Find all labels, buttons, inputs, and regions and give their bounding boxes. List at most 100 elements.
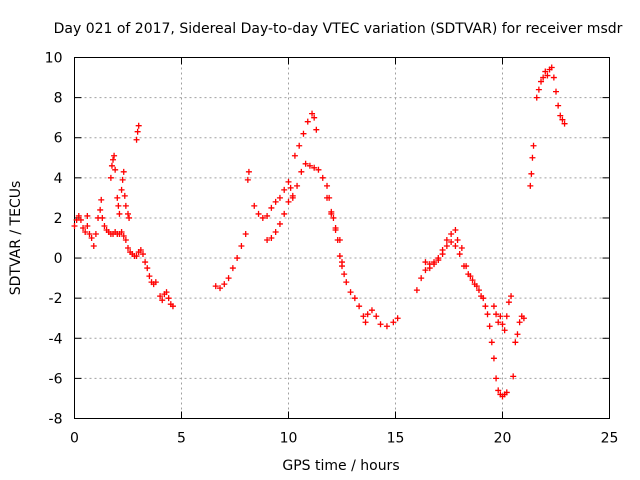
data-point: [163, 289, 170, 296]
y-tick-label: 0: [54, 251, 63, 267]
data-point: [326, 194, 333, 201]
series-segment-3: [212, 110, 320, 292]
data-point: [362, 319, 369, 326]
data-point: [482, 303, 489, 310]
data-point: [313, 126, 320, 133]
data-point: [510, 373, 517, 380]
y-tick-label: 2: [54, 211, 63, 227]
data-point: [287, 184, 294, 191]
y-tick-label: 8: [54, 91, 63, 107]
x-tick-label: 0: [70, 431, 79, 447]
data-point: [343, 279, 350, 286]
data-point: [360, 313, 367, 320]
y-tick-label: -8: [49, 412, 63, 428]
data-point: [319, 174, 326, 181]
data-point: [77, 216, 84, 223]
data-point: [125, 210, 131, 217]
data-point: [281, 186, 288, 193]
x-tick-label: 25: [601, 431, 619, 447]
plot-frame: [74, 57, 610, 419]
data-point: [217, 285, 224, 292]
data-point: [101, 222, 108, 229]
x-tick-label: 10: [280, 431, 298, 447]
series-segment-4: [413, 239, 510, 400]
data-point: [456, 251, 463, 258]
data-point: [121, 192, 128, 199]
data-point: [126, 214, 133, 221]
data-point: [120, 232, 127, 239]
data-point: [542, 68, 549, 75]
data-point: [245, 168, 252, 175]
data-point: [364, 311, 371, 318]
data-point: [291, 152, 298, 159]
series-segment-2: [157, 289, 176, 310]
data-point: [300, 130, 307, 137]
data-point: [97, 206, 104, 213]
data-point: [431, 261, 438, 268]
data-point: [530, 142, 537, 149]
data-point: [302, 160, 309, 167]
data-point: [484, 311, 491, 318]
y-tick-label: -2: [49, 291, 63, 307]
data-point: [152, 279, 159, 286]
data-point: [373, 313, 380, 320]
data-point: [533, 94, 540, 101]
data-point: [122, 202, 129, 209]
data-point: [557, 112, 564, 119]
data-point: [544, 72, 551, 79]
data-point: [454, 237, 461, 244]
data-point: [503, 389, 510, 396]
data-point: [495, 319, 502, 326]
data-point: [281, 210, 288, 217]
data-point: [238, 243, 245, 250]
data-point: [285, 198, 292, 205]
data-point: [146, 273, 153, 280]
x-axis-label: GPS time / hours: [282, 458, 399, 474]
data-point: [555, 102, 562, 109]
data-point: [535, 86, 542, 93]
data-point: [548, 64, 555, 71]
data-point: [306, 162, 313, 169]
data-point: [413, 287, 420, 294]
data-point: [463, 263, 470, 270]
data-point: [520, 315, 527, 322]
data-point: [84, 212, 91, 219]
data-point: [115, 202, 122, 209]
data-point: [144, 265, 151, 272]
chart-title: Day 021 of 2017, Sidereal Day-to-day VTE…: [54, 21, 623, 37]
data-point: [120, 168, 127, 175]
data-point: [71, 222, 78, 229]
series-segment-4-upper: [422, 226, 491, 318]
data-point: [559, 116, 566, 123]
data-point: [110, 156, 117, 163]
data-point: [490, 355, 497, 362]
data-point: [332, 226, 339, 233]
data-point: [99, 214, 106, 221]
data-point: [529, 154, 536, 161]
data-point: [493, 311, 500, 318]
data-point: [92, 230, 99, 237]
data-point: [244, 176, 251, 183]
data-point: [294, 182, 301, 189]
data-point: [108, 162, 115, 169]
data-point: [383, 323, 390, 330]
data-point: [394, 315, 401, 322]
y-tick-label: 10: [45, 51, 63, 67]
data-point: [212, 283, 219, 290]
data-point: [82, 228, 89, 235]
y-tick-label: 6: [54, 131, 63, 147]
data-point: [107, 174, 114, 181]
data-point: [328, 208, 335, 215]
data-point: [264, 237, 271, 244]
data-point: [435, 255, 442, 262]
data-point: [330, 214, 337, 221]
data-point: [234, 255, 241, 262]
data-point: [116, 210, 123, 217]
series-segment-5: [527, 64, 568, 189]
data-point: [497, 313, 504, 320]
data-point: [298, 168, 305, 175]
data-point: [229, 265, 236, 272]
data-point: [471, 281, 478, 288]
x-tick-label: 20: [494, 431, 512, 447]
